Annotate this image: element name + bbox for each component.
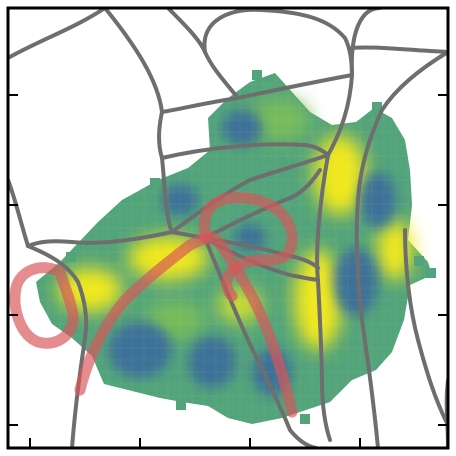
region-border [202,8,354,77]
edge-pixel [414,256,424,266]
region-border [26,230,174,248]
edge-pixel [300,414,310,424]
region-border [315,153,330,382]
field-edge-pixels [66,70,436,424]
region-border [203,50,240,100]
region-border [403,228,448,427]
edge-pixel [426,268,436,278]
map-area [8,8,448,448]
region-border [103,8,164,114]
region-border [160,156,174,234]
region-outlines [8,8,448,448]
region-border [354,50,448,448]
edge-pixel [372,102,382,112]
trace-loop-left [9,262,79,349]
region-border [8,178,30,248]
edge-pixel [150,178,160,188]
edge-pixel [252,70,262,80]
trace-arc-center [74,231,298,418]
region-border [160,96,240,114]
region-border [350,45,448,54]
trace-hook [198,192,298,302]
trace-lines [9,192,298,418]
plot-frame [6,6,450,450]
region-border [160,142,330,160]
tick-marks [8,94,448,448]
region-border [326,73,354,157]
region-border [203,168,322,240]
region-border [157,110,164,160]
region-border [170,153,330,234]
region-border [320,378,332,442]
region-border [8,8,107,60]
field-pixel-grid [36,73,432,424]
edge-pixel [176,400,186,410]
edge-pixel [66,252,76,262]
region-border [236,73,354,100]
